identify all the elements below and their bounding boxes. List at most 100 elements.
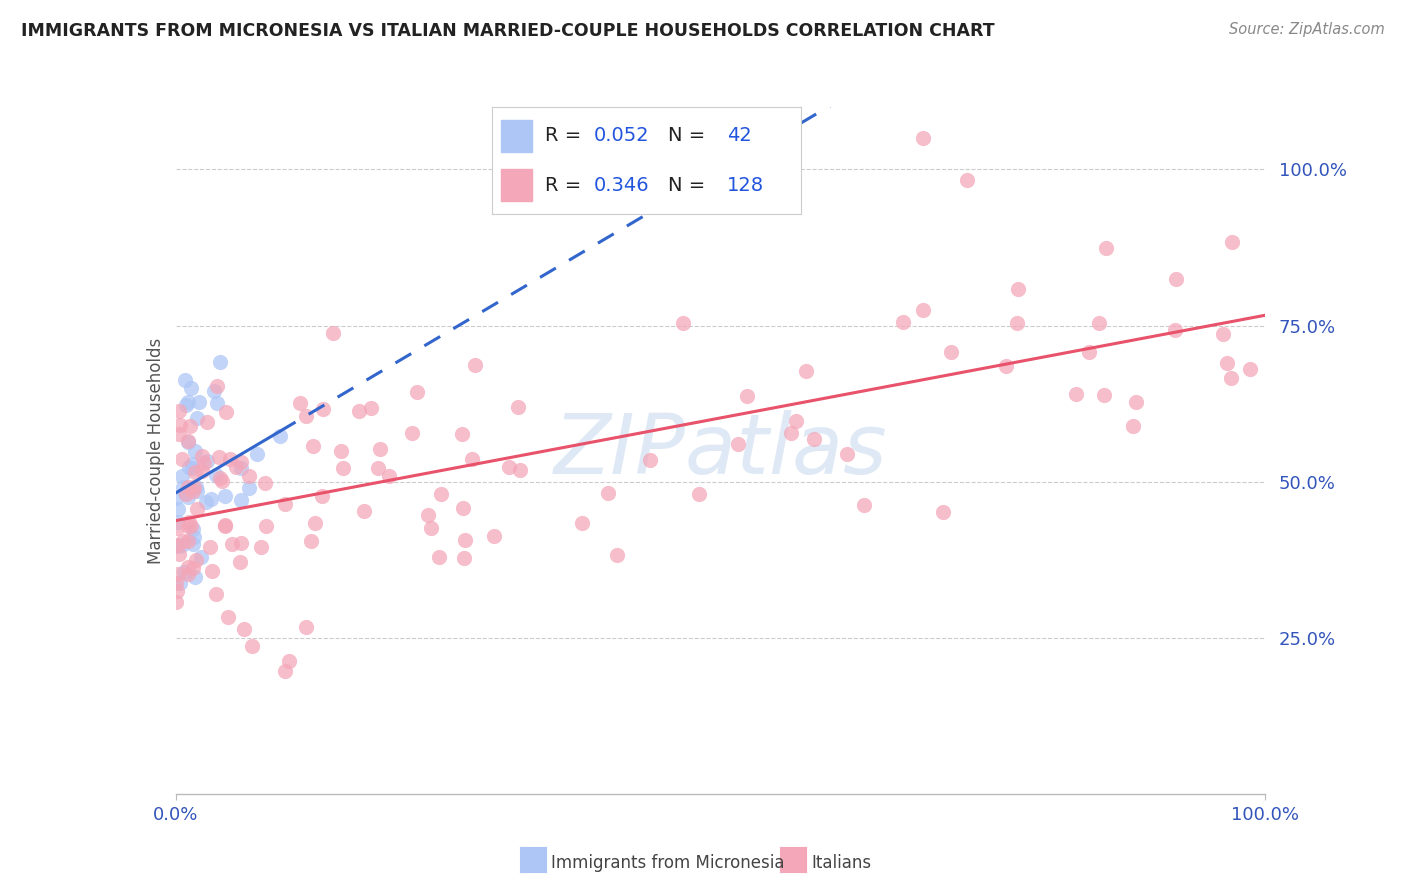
Text: R =: R = (544, 127, 588, 145)
Point (201, 565, 224, 579)
Point (176, 519, 198, 533)
Point (191, 449, 214, 463)
Text: 0.346: 0.346 (595, 176, 650, 194)
Point (294, 620, 316, 634)
Point (796, 364, 818, 378)
Text: IMMIGRANTS FROM MICRONESIA VS ITALIAN MARRIED-COUPLE HOUSEHOLDS CORRELATION CHAR: IMMIGRANTS FROM MICRONESIA VS ITALIAN MA… (21, 22, 994, 40)
Point (347, 403, 370, 417)
Point (312, 402, 335, 417)
Point (176, 434, 198, 448)
Point (200, 491, 222, 506)
Point (200, 540, 222, 554)
Text: R =: R = (544, 176, 588, 194)
Bar (502, 120, 533, 152)
Point (195, 415, 218, 429)
Point (273, 665, 295, 679)
Point (183, 530, 205, 544)
Point (1094, 241, 1116, 255)
Point (1125, 395, 1147, 409)
Point (221, 537, 243, 551)
Point (166, 521, 188, 535)
Point (461, 451, 484, 466)
Point (1077, 345, 1099, 359)
Point (181, 457, 204, 471)
Point (835, 447, 858, 461)
Point (498, 459, 520, 474)
Point (205, 379, 228, 393)
Point (209, 471, 232, 485)
Point (177, 567, 200, 582)
Point (1064, 387, 1087, 401)
Point (191, 464, 214, 478)
Point (329, 444, 352, 458)
Point (368, 442, 391, 456)
Text: 0.052: 0.052 (595, 127, 650, 145)
Point (181, 461, 204, 475)
Point (367, 460, 389, 475)
Point (180, 381, 202, 395)
Point (232, 622, 254, 636)
Point (254, 475, 277, 490)
Point (193, 456, 215, 470)
Point (735, 389, 758, 403)
Point (249, 541, 271, 555)
Point (427, 550, 450, 565)
Point (181, 561, 204, 575)
Point (194, 494, 217, 508)
Point (852, 498, 875, 512)
Point (167, 539, 190, 553)
Point (177, 480, 200, 494)
Point (211, 475, 233, 489)
Point (941, 345, 963, 359)
Point (278, 654, 301, 668)
Point (204, 468, 226, 483)
Point (172, 534, 194, 549)
Point (186, 483, 208, 498)
Point (177, 395, 200, 409)
Point (214, 489, 236, 503)
Point (290, 396, 312, 410)
Point (173, 566, 195, 580)
Point (1088, 316, 1111, 330)
Point (1005, 316, 1028, 330)
Point (238, 469, 260, 483)
Text: Immigrants from Micronesia: Immigrants from Micronesia (551, 855, 785, 872)
Point (180, 519, 202, 533)
Point (181, 484, 204, 499)
Point (688, 487, 710, 501)
Point (166, 515, 188, 529)
Point (430, 486, 453, 500)
Point (190, 550, 212, 565)
Point (1220, 235, 1243, 250)
Point (1239, 362, 1261, 376)
Point (571, 516, 593, 530)
Point (177, 534, 200, 549)
Point (229, 555, 252, 569)
Point (727, 437, 749, 451)
Point (304, 516, 326, 530)
Point (176, 487, 198, 501)
Point (332, 460, 354, 475)
Point (238, 481, 260, 495)
Point (165, 594, 187, 608)
Point (301, 439, 323, 453)
Point (187, 394, 209, 409)
Point (231, 461, 253, 475)
Point (183, 570, 205, 584)
Point (215, 405, 238, 419)
Point (1163, 323, 1185, 337)
Point (174, 398, 197, 412)
Point (803, 433, 825, 447)
Point (208, 450, 231, 464)
Point (638, 453, 661, 467)
Point (184, 553, 207, 567)
Point (170, 538, 193, 552)
Point (172, 451, 194, 466)
Point (932, 505, 955, 519)
Text: Source: ZipAtlas.com: Source: ZipAtlas.com (1229, 22, 1385, 37)
Point (672, 317, 695, 331)
Point (186, 411, 208, 425)
Point (401, 425, 423, 440)
Point (269, 428, 291, 442)
Text: N =: N = (668, 127, 706, 145)
